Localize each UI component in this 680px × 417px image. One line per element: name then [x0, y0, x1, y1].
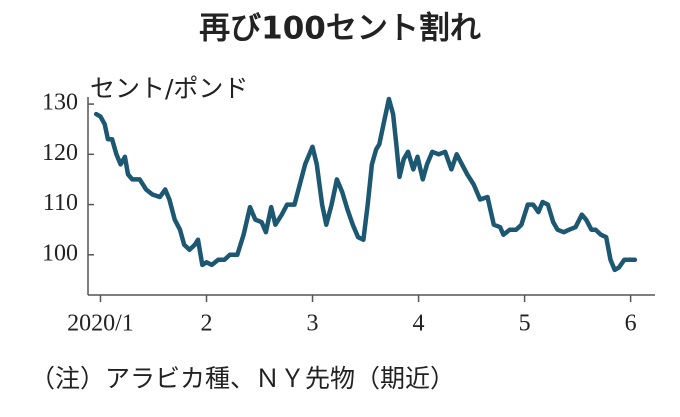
x-tick-label: 6 — [625, 311, 637, 337]
line — [93, 96, 638, 273]
y-axis-label: セント/ポンド — [90, 74, 248, 103]
y-tick-label: 130 — [42, 90, 78, 116]
y-tick-label: 110 — [43, 190, 78, 216]
x-tick-label: 3 — [307, 311, 319, 337]
chart-title: 再び100セント割れ — [199, 11, 481, 47]
x-tick-label: 2 — [201, 311, 213, 337]
y-tick-label: 100 — [42, 240, 78, 266]
x-tick-label: 5 — [519, 311, 531, 337]
x-tick-label: 4 — [413, 311, 425, 337]
note: （注）アラビカ種、ＮＹ先物（期近） — [30, 364, 455, 393]
x-tick-label: 2020/1 — [67, 311, 134, 337]
y-tick-label: 120 — [42, 140, 78, 166]
